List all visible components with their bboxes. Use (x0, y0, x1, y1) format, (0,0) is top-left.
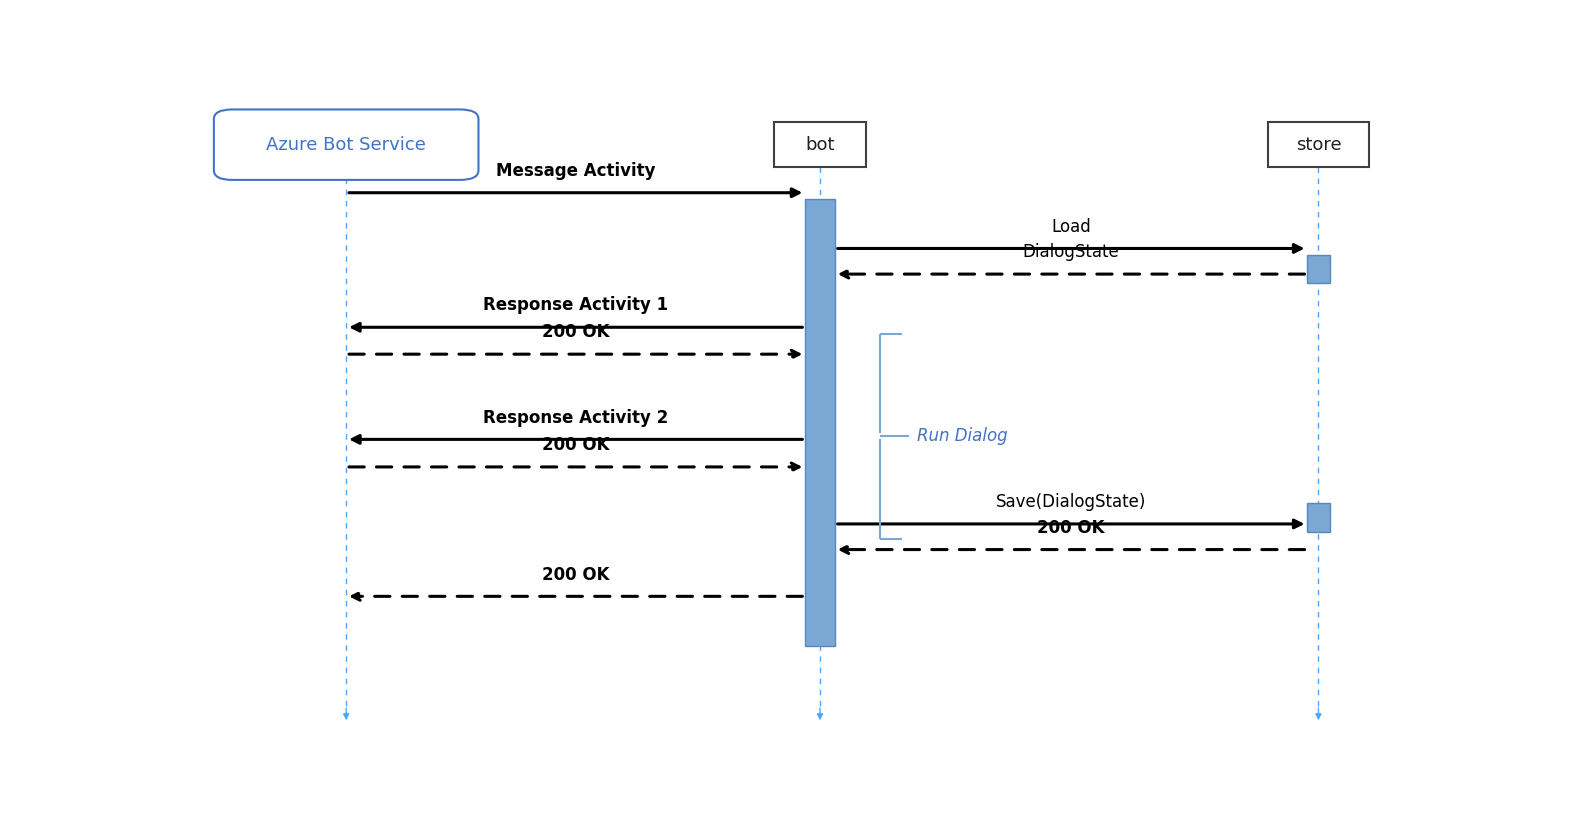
Text: Message Activity: Message Activity (495, 162, 656, 180)
Text: Save(DialogState): Save(DialogState) (996, 493, 1147, 511)
Text: store: store (1296, 136, 1342, 154)
Text: 200 OK: 200 OK (542, 324, 610, 341)
FancyBboxPatch shape (1307, 255, 1329, 283)
Text: bot: bot (805, 136, 835, 154)
Text: Load: Load (1051, 218, 1091, 235)
Text: Azure Bot Service: Azure Bot Service (267, 136, 426, 154)
Text: Response Activity 1: Response Activity 1 (483, 296, 669, 314)
Text: DialogState: DialogState (1023, 243, 1120, 261)
FancyBboxPatch shape (805, 199, 835, 646)
FancyBboxPatch shape (1267, 122, 1369, 167)
Text: Response Activity 2: Response Activity 2 (483, 409, 669, 427)
FancyBboxPatch shape (214, 110, 478, 180)
Text: 200 OK: 200 OK (542, 566, 610, 583)
Text: 200 OK: 200 OK (542, 436, 610, 454)
FancyBboxPatch shape (1307, 503, 1329, 532)
FancyBboxPatch shape (773, 122, 865, 167)
Text: 200 OK: 200 OK (1037, 519, 1105, 537)
Text: Run Dialog: Run Dialog (918, 427, 1008, 445)
